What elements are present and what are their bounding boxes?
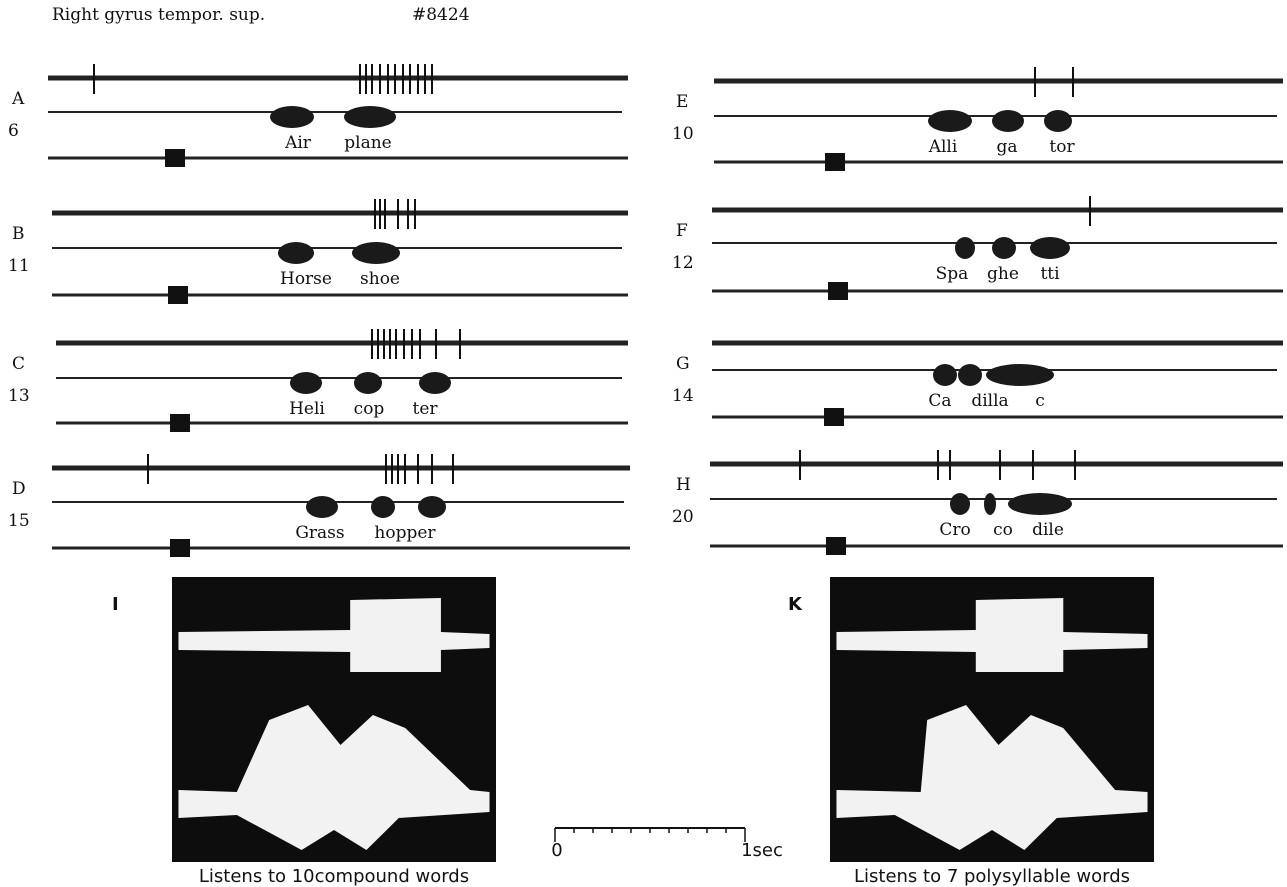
trial-count: 15 [8, 511, 30, 531]
trace-panel: F 12 Spa ghe tti [672, 196, 1283, 300]
stimulus-marker [170, 414, 190, 432]
panel-label: E [676, 92, 688, 112]
syllable: co [993, 520, 1013, 540]
trace-panel: C 13 Heli cop ter [8, 329, 628, 432]
syllable: ghe [987, 264, 1019, 284]
trial-count: 12 [672, 253, 694, 273]
sound-envelope [371, 496, 395, 518]
histogram-label: I [112, 594, 119, 615]
sound-envelope [933, 364, 957, 386]
syllable: Horse [280, 269, 332, 289]
sound-envelope [928, 110, 972, 132]
sound-envelope [290, 372, 322, 394]
stimulus-marker [168, 286, 188, 304]
sound-envelope [306, 496, 338, 518]
panel-label: G [676, 354, 690, 374]
histogram-caption: Listens to 10compound words [199, 866, 469, 887]
syllable: ter [412, 399, 438, 419]
stimulus-marker [824, 408, 844, 426]
syllable: Heli [289, 399, 325, 419]
sound-envelope [992, 110, 1024, 132]
stimulus-marker [825, 153, 845, 171]
scale-bar: 0 1sec [551, 827, 783, 861]
trial-count: 20 [672, 507, 694, 527]
syllable: dilla [971, 391, 1008, 411]
panel-label: H [676, 475, 691, 495]
syllable: ga [996, 137, 1017, 157]
trial-count: 14 [672, 386, 694, 406]
panel-label: F [676, 221, 688, 241]
lower-band [178, 705, 490, 850]
stimulus-marker [170, 539, 190, 557]
trial-count: 11 [8, 256, 30, 276]
sound-envelope [352, 242, 400, 264]
histogram-label: K [788, 594, 803, 615]
syllable: Air [284, 133, 312, 153]
trace-panel: H 20 Cro co dile [672, 450, 1283, 555]
syllable: tor [1049, 137, 1075, 157]
figure-title: Right gyrus tempor. sup. [52, 5, 265, 25]
sound-envelope [419, 372, 451, 394]
panel-label: B [12, 224, 25, 244]
panel-label: D [12, 479, 26, 499]
trace-panel: D 15 Grass hopper [8, 454, 630, 557]
trace-panel: A 6 Air plane [8, 64, 628, 167]
sound-envelope [986, 364, 1054, 386]
trace-panel: B 11 Horse shoe [8, 199, 628, 304]
syllable: Spa [936, 264, 969, 284]
lower-band [836, 705, 1148, 850]
syllable: Cro [939, 520, 970, 540]
syllable: tti [1040, 264, 1060, 284]
sound-envelope [950, 493, 970, 515]
sound-envelope [958, 364, 982, 386]
sound-envelope [1008, 493, 1072, 515]
trace-panel: E 10 Alli ga tor [672, 67, 1283, 171]
syllable: Ca [928, 391, 951, 411]
panel-label: A [11, 89, 25, 109]
upper-band [836, 598, 1148, 672]
trial-count: 13 [8, 386, 30, 406]
syllable: shoe [360, 269, 400, 289]
syllable: hopper [374, 523, 436, 543]
stimulus-marker [165, 149, 185, 167]
syllable: cop [354, 399, 385, 419]
case-id: #8424 [412, 5, 470, 25]
sound-envelope [1030, 237, 1070, 259]
sound-envelope [344, 106, 396, 128]
syllable: plane [344, 133, 391, 153]
upper-band [178, 598, 490, 672]
trial-count: 10 [672, 124, 694, 144]
sound-envelope [992, 237, 1016, 259]
scale-start: 0 [551, 840, 562, 861]
sound-envelope [418, 496, 446, 518]
syllable: Alli [928, 137, 958, 157]
sound-envelope [270, 106, 314, 128]
sound-envelope [955, 237, 975, 259]
sound-envelope [354, 372, 382, 394]
stimulus-marker [826, 537, 846, 555]
sound-envelope [278, 242, 314, 264]
syllable: dile [1032, 520, 1064, 540]
syllable: c [1035, 391, 1045, 411]
trial-count: 6 [8, 121, 19, 141]
histogram: K Listens to 7 polysyllable words [788, 577, 1154, 887]
histogram: I Listens to 10compound words [112, 577, 496, 887]
panel-label: C [12, 354, 25, 374]
stimulus-marker [828, 282, 848, 300]
sound-envelope [984, 493, 996, 515]
scale-end: 1sec [741, 840, 783, 861]
histogram-caption: Listens to 7 polysyllable words [854, 866, 1130, 887]
syllable: Grass [295, 523, 344, 543]
trace-panel: G 14 Ca dilla c [672, 340, 1283, 426]
sound-envelope [1044, 110, 1072, 132]
